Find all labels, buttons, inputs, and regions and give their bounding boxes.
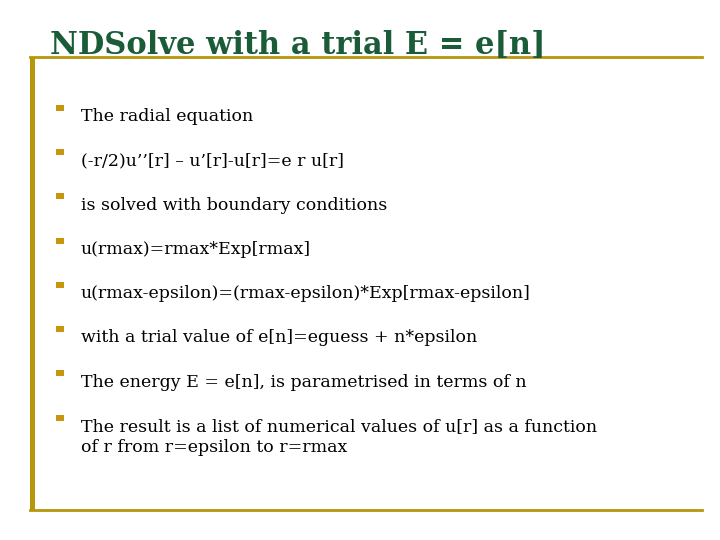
FancyBboxPatch shape <box>56 238 64 244</box>
FancyBboxPatch shape <box>30 57 35 510</box>
FancyBboxPatch shape <box>56 282 64 288</box>
Text: (-r/2)u’’[r] – u’[r]-u[r]=e r u[r]: (-r/2)u’’[r] – u’[r]-u[r]=e r u[r] <box>81 152 343 169</box>
Text: The energy E = e[n], is parametrised in terms of n: The energy E = e[n], is parametrised in … <box>81 374 526 390</box>
FancyBboxPatch shape <box>56 326 64 332</box>
Text: is solved with boundary conditions: is solved with boundary conditions <box>81 197 387 213</box>
FancyBboxPatch shape <box>56 415 64 421</box>
FancyBboxPatch shape <box>56 193 64 199</box>
Text: NDSolve with a trial E = e[n]: NDSolve with a trial E = e[n] <box>50 30 546 60</box>
FancyBboxPatch shape <box>56 105 64 111</box>
Text: u(rmax-epsilon)=(rmax-epsilon)*Exp[rmax-epsilon]: u(rmax-epsilon)=(rmax-epsilon)*Exp[rmax-… <box>81 285 531 302</box>
Text: u(rmax)=rmax*Exp[rmax]: u(rmax)=rmax*Exp[rmax] <box>81 241 311 258</box>
FancyBboxPatch shape <box>56 370 64 376</box>
Text: The radial equation: The radial equation <box>81 108 253 125</box>
FancyBboxPatch shape <box>56 149 64 155</box>
Text: The result is a list of numerical values of u[r] as a function
of r from r=epsil: The result is a list of numerical values… <box>81 418 597 456</box>
Text: with a trial value of e[n]=eguess + n*epsilon: with a trial value of e[n]=eguess + n*ep… <box>81 329 477 346</box>
